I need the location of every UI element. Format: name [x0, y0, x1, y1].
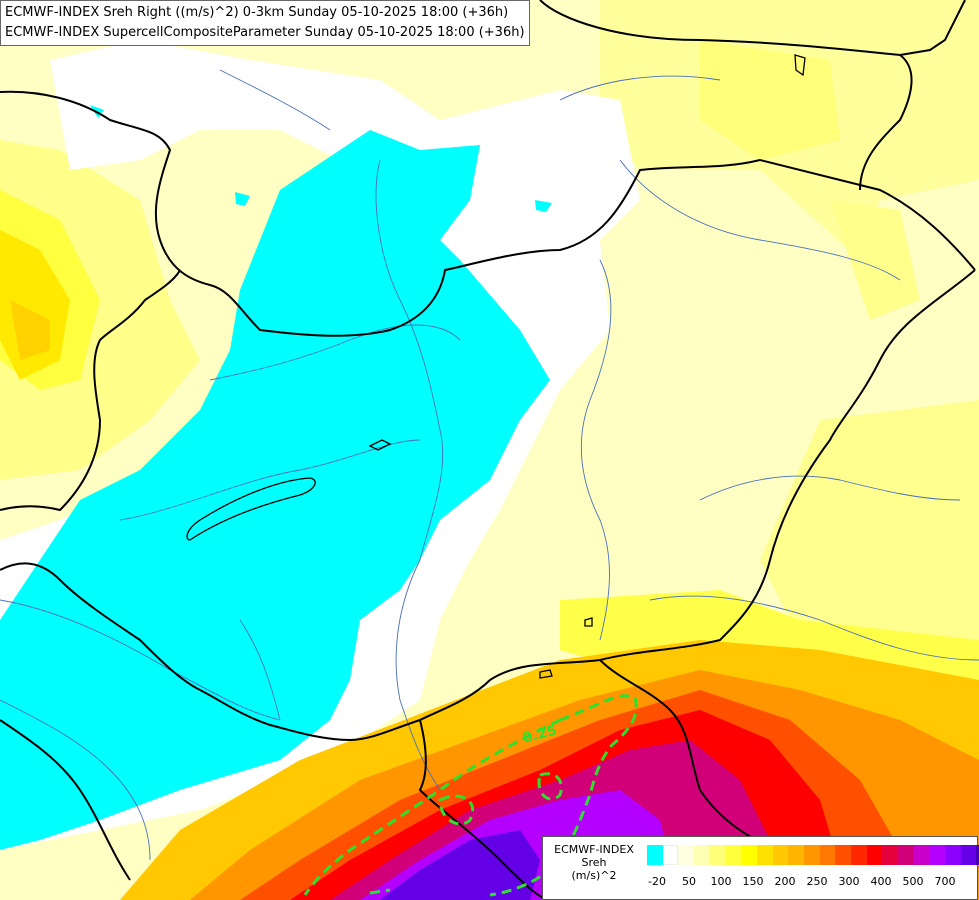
legend-title-variable: Sreh [581, 856, 607, 869]
legend-swatch [662, 845, 679, 865]
legend-swatches [647, 845, 979, 865]
legend-ticks: -20 50 100 150 200 250 300 400 500 700 [647, 875, 977, 891]
legend-swatch [788, 845, 804, 865]
legend-swatch [756, 845, 773, 865]
legend-title-source: ECMWF-INDEX [554, 843, 634, 856]
legend-tick-label: 100 [710, 875, 732, 888]
legend-swatch [929, 845, 946, 865]
legend-swatch [709, 845, 726, 865]
legend-tick-label: 250 [806, 875, 828, 888]
legend-swatch [694, 845, 710, 865]
legend-swatch [882, 845, 898, 865]
title-line-sreh: ECMWF-INDEX Sreh Right ((m/s)^2) 0-3km S… [5, 5, 509, 20]
title-line-scp: ECMWF-INDEX SupercellCompositeParameter … [5, 25, 525, 40]
cyan-field [0, 130, 550, 850]
legend-swatch [913, 845, 930, 865]
legend-swatch [725, 845, 742, 865]
legend-tick-label: 200 [774, 875, 796, 888]
legend-swatch [976, 845, 979, 865]
legend-swatch [803, 845, 820, 865]
legend-tick-label: 50 [682, 875, 696, 888]
color-legend: ECMWF-INDEX Sreh (m/s)^2 -20 50 100 150 200 2… [542, 836, 979, 900]
legend-swatch [772, 845, 789, 865]
legend-tick-label: 400 [870, 875, 892, 888]
map-title-box: ECMWF-INDEX Sreh Right ((m/s)^2) 0-3km S… [0, 0, 530, 46]
legend-tick-label: 300 [838, 875, 860, 888]
legend-title: ECMWF-INDEX Sreh (m/s)^2 [543, 843, 645, 882]
scp-contours [303, 694, 638, 897]
legend-swatch [741, 845, 757, 865]
legend-tick-label: 700 [934, 875, 956, 888]
rivers [0, 69, 979, 861]
legend-swatch [866, 845, 883, 865]
legend-swatch [898, 845, 914, 865]
legend-swatch [850, 845, 867, 865]
legend-swatch [945, 845, 961, 865]
legend-swatch [960, 845, 977, 865]
legend-tick-label: 500 [902, 875, 924, 888]
legend-swatch [678, 845, 695, 865]
legend-swatch [835, 845, 851, 865]
lake-outlines [186, 54, 806, 679]
yellow-field [0, 0, 979, 720]
legend-swatch [819, 845, 836, 865]
legend-tick-label: -20 [648, 875, 666, 888]
legend-swatch [647, 845, 663, 865]
legend-title-unit: (m/s)^2 [571, 869, 617, 882]
legend-tick-label: 150 [742, 875, 764, 888]
